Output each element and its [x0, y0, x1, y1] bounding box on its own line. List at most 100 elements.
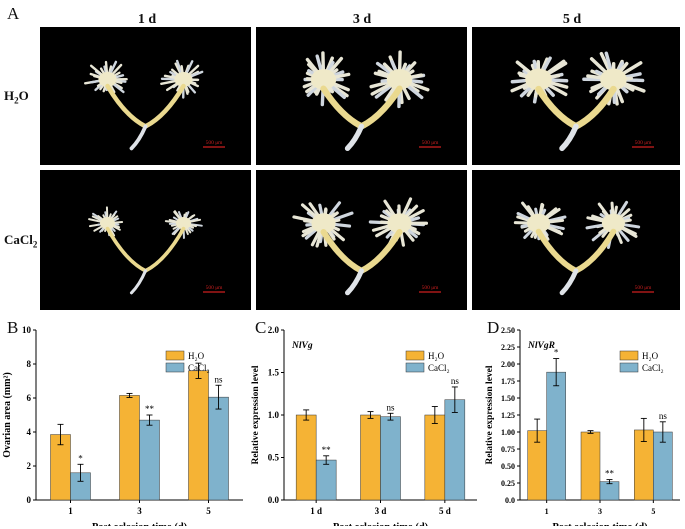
significance-label: **: [322, 445, 332, 455]
column-header-3d: 3 d: [352, 12, 372, 27]
photo-cacl2-3d: 500 μm: [256, 170, 467, 310]
y-tick-label: 1.0: [268, 410, 280, 420]
significance-label: *: [78, 453, 83, 463]
x-tick-label: 1: [545, 507, 549, 516]
significance-label: ns: [214, 374, 223, 384]
ovary-pair: [510, 51, 646, 152]
bar-cacl2: [139, 419, 160, 501]
x-tick-label: 1 d: [310, 506, 322, 516]
legend-label: H₂O: [188, 351, 205, 361]
legend-swatch-cacl2: [619, 362, 639, 373]
column-header-5d: 5 d: [562, 12, 582, 27]
bar-h2o: [119, 395, 140, 501]
x-axis-label: Post eclosion time (d): [92, 522, 188, 526]
y-tick-label: 8: [27, 359, 32, 369]
y-tick-label: 6: [27, 393, 32, 403]
scale-bar-label: 500 μm: [635, 285, 653, 291]
scale-bar-label: 500 μm: [422, 140, 440, 146]
legend-swatch-h2o: [619, 350, 639, 361]
significance-label: ns: [451, 376, 460, 386]
y-tick-label: 2.00: [501, 360, 515, 369]
panel-label-d: D: [487, 318, 500, 337]
x-axis-label: Post eclosion time (d): [333, 522, 429, 526]
panel-label-b: B: [7, 318, 19, 337]
photo-h2o-3d: 500 μm: [256, 27, 467, 165]
y-tick-label: 0.75: [501, 445, 515, 454]
y-tick-label: 2.50: [501, 326, 515, 335]
photo-h2o-1d: 500 μm: [40, 27, 251, 165]
panel-label-a: A: [7, 4, 20, 23]
chart-ovarian-area: 0 2 4 6 8 10 1 * 3 ** 5 ns Post eclosion time (d) Ova…: [2, 325, 243, 526]
legend-label: H₂O: [642, 351, 659, 361]
bar-h2o: [580, 431, 601, 501]
bar-cacl2: [208, 396, 229, 501]
photo-cacl2-5d: 500 μm: [472, 170, 680, 310]
bar-cacl2: [546, 371, 566, 501]
x-tick-label: 5: [651, 507, 655, 516]
y-tick-label: 2.0: [268, 325, 280, 335]
bar-h2o: [295, 414, 317, 501]
x-tick-label: 5: [206, 506, 211, 516]
ovary-pair: [88, 206, 203, 295]
photo-cacl2-1d: 500 μm: [40, 170, 251, 310]
y-tick-label: 4: [27, 427, 32, 437]
legend-label: CaCl₂: [188, 363, 210, 373]
y-tick-label: 1.75: [501, 377, 515, 386]
bar-h2o: [424, 414, 446, 501]
y-tick-label: 10: [22, 325, 32, 335]
y-tick-label: 1.50: [501, 394, 515, 403]
scale-bar-label: 500 μm: [422, 285, 440, 291]
y-tick-label: 0: [27, 495, 32, 505]
scale-bar-label: 500 μm: [206, 140, 224, 146]
y-tick-label: 0.5: [268, 453, 280, 463]
chart-nlvgr-expression: 0.0 0.25 0.50 0.75 1.00 1.25 1.50 1.75 2.00 2.25 2…: [485, 326, 680, 526]
bar-h2o: [360, 414, 381, 501]
y-tick-label: 2.25: [501, 343, 515, 352]
legend-label: CaCl₂: [428, 363, 450, 373]
column-header-1d: 1 d: [137, 12, 157, 27]
significance-label: **: [145, 404, 155, 414]
legend-label: CaCl₂: [642, 363, 664, 373]
panel-label-c: C: [255, 318, 267, 337]
y-tick-label: 1.5: [268, 368, 280, 378]
significance-label: ns: [386, 402, 395, 412]
significance-label: *: [554, 348, 559, 358]
legend-swatch-h2o: [165, 350, 185, 361]
significance-label: **: [605, 469, 615, 479]
ovary-pair: [84, 59, 204, 151]
x-tick-label: 3: [137, 506, 142, 516]
bar-cacl2: [444, 399, 466, 501]
gene-name-label: NlVgR: [527, 341, 555, 351]
row-header-cacl2: CaCl2: [4, 232, 38, 250]
bar-cacl2: [380, 416, 401, 501]
ovary-pair: [513, 200, 641, 296]
y-tick-label: 0.50: [501, 462, 515, 471]
bar-cacl2: [599, 481, 620, 501]
photo-h2o-5d: 500 μm: [472, 27, 680, 165]
ovary-pair: [292, 197, 429, 296]
x-tick-label: 5 d: [439, 506, 451, 516]
y-tick-label: 0.0: [505, 496, 515, 505]
y-axis-label: Relative expression level: [485, 365, 495, 464]
y-axis-label: Relative expression level: [251, 365, 261, 464]
y-tick-label: 2: [27, 461, 32, 471]
x-axis-label: Post eclosion time (d): [552, 522, 648, 526]
ovary-pair: [302, 50, 430, 152]
y-tick-label: 0.25: [501, 479, 515, 488]
scale-bar-label: 500 μm: [206, 285, 224, 291]
bar-h2o: [188, 370, 209, 501]
x-tick-label: 1: [68, 506, 73, 516]
x-tick-label: 3: [598, 507, 602, 516]
y-tick-label: 1.00: [501, 428, 515, 437]
legend-label: H₂O: [428, 351, 445, 361]
bar-cacl2: [315, 459, 337, 501]
legend-swatch-cacl2: [405, 362, 425, 373]
gene-name-label: NlVg: [291, 341, 313, 351]
y-axis-label: Ovarian area (mm²): [2, 372, 13, 458]
x-tick-label: 3 d: [375, 506, 387, 516]
y-tick-label: 0.0: [268, 495, 280, 505]
chart-nlvg-expression: 0.0 0.5 1.0 1.5 2.0 1 d ** 3 d ns 5 d ns Post eclos…: [251, 325, 477, 526]
scale-bar-label: 500 μm: [635, 140, 653, 146]
legend-swatch-h2o: [405, 350, 425, 361]
legend-swatch-cacl2: [165, 362, 185, 373]
